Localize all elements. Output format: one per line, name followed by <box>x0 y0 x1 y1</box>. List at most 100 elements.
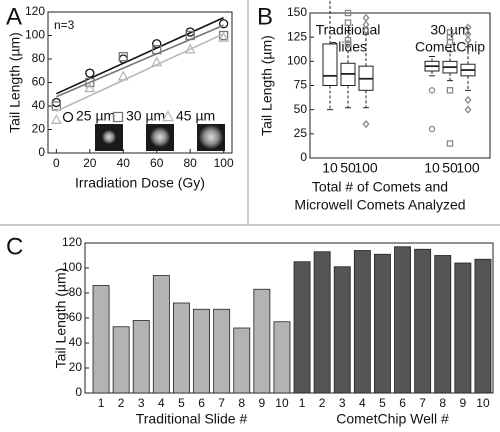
bar <box>394 246 411 394</box>
x-tick-label: 1 <box>299 396 306 410</box>
bar <box>434 255 452 394</box>
marker <box>428 125 436 133</box>
panel-label: C <box>6 233 23 260</box>
y-tick-label: 40 <box>32 98 46 112</box>
y-tick-label: 100 <box>25 28 45 42</box>
group-label: Traditional Slide # <box>136 411 248 427</box>
bar <box>253 288 271 394</box>
y-tick-label: 120 <box>25 4 45 18</box>
y-tick-label: 150 <box>287 5 307 19</box>
x-tick-label: 9 <box>460 396 467 410</box>
x-tick-label: 8 <box>439 396 446 410</box>
marker <box>85 68 95 78</box>
fit-line <box>56 24 224 98</box>
y-tick-label: 80 <box>69 285 83 299</box>
y-tick-label: 60 <box>69 310 83 324</box>
marker <box>464 95 472 105</box>
x-axis-label: Irradiation Dose (Gy) <box>75 175 205 191</box>
marker <box>161 110 175 122</box>
bar <box>92 285 110 394</box>
marker <box>428 87 436 94</box>
legend-label: 45 µm <box>176 108 215 124</box>
marker <box>112 111 124 123</box>
x-axis-label: Microwell Comets Analyzed <box>294 197 465 213</box>
bar <box>173 302 190 394</box>
y-tick-label: 0 <box>75 385 82 399</box>
x-tick-label: 5 <box>178 396 185 410</box>
bar <box>353 250 371 394</box>
x-tick-label: 7 <box>218 396 225 410</box>
y-tick-label: 60 <box>32 75 46 89</box>
group-label: CometChip Well # <box>336 411 449 427</box>
x-tick-label: 10 <box>476 396 490 410</box>
x-tick-label: 2 <box>319 396 326 410</box>
marker <box>446 140 454 147</box>
marker <box>117 70 129 81</box>
y-axis-label: Tail Length (µm) <box>7 32 23 133</box>
x-tick-label: 6 <box>198 396 205 410</box>
x-tick-label: 40 <box>117 156 131 170</box>
x-tick-label: 50 <box>442 160 458 176</box>
marker <box>151 56 163 67</box>
y-tick-label: 0 <box>38 145 45 159</box>
x-tick-label: 100 <box>214 156 234 170</box>
y-tick-label: 125 <box>287 29 307 43</box>
marker <box>84 82 96 93</box>
inset-images <box>95 124 225 151</box>
marker <box>152 39 162 49</box>
bar <box>233 327 251 394</box>
y-tick-label: 100 <box>62 260 82 274</box>
bar <box>293 261 311 394</box>
x-tick-label: 4 <box>158 396 165 410</box>
y-axis-label: Tail Length (µm) <box>53 268 69 369</box>
bar <box>313 251 331 394</box>
marker <box>118 54 128 64</box>
marker <box>118 52 128 62</box>
inset <box>102 130 116 144</box>
x-tick-label: 3 <box>138 396 145 410</box>
x-tick-label: 2 <box>118 396 125 410</box>
box <box>322 43 338 86</box>
x-tick-label: 1 <box>98 396 105 410</box>
y-tick-label: 75 <box>294 78 308 92</box>
marker <box>344 36 352 44</box>
x-tick-label: 10 <box>424 160 440 176</box>
y-tick-label: 40 <box>69 335 83 349</box>
x-tick-label: 10 <box>322 160 338 176</box>
y-tick-label: 120 <box>62 235 82 249</box>
legend-label: 30 µm <box>126 108 165 124</box>
bar <box>333 266 351 394</box>
bar <box>374 253 391 394</box>
marker <box>50 113 62 124</box>
y-tick-label: 25 <box>294 126 308 140</box>
y-tick-label: 20 <box>32 122 46 136</box>
x-tick-label: 3 <box>339 396 346 410</box>
marker <box>185 30 195 41</box>
marker <box>85 77 95 88</box>
marker <box>218 19 229 29</box>
marker <box>362 26 370 35</box>
bar <box>474 258 492 394</box>
y-tick-label: 80 <box>32 51 46 65</box>
x-tick-label: 20 <box>83 156 97 170</box>
bar <box>414 248 432 394</box>
marker <box>51 101 62 111</box>
inset <box>150 127 170 147</box>
bar <box>152 275 170 394</box>
bar <box>112 326 130 394</box>
marker <box>344 40 352 48</box>
fit-line <box>56 16 224 95</box>
marker <box>218 31 230 42</box>
x-tick-label: 6 <box>399 396 406 410</box>
y-tick-label: 20 <box>69 360 83 374</box>
x-tick-label: 8 <box>238 396 245 410</box>
marker <box>62 111 74 123</box>
y-tick-label: 50 <box>294 102 308 116</box>
x-axis-label: Total # of Comets and <box>312 179 448 195</box>
fit-line <box>56 33 224 112</box>
y-axis-label: Tail Length (µm) <box>259 35 275 136</box>
inset <box>199 125 223 149</box>
x-tick-label: 9 <box>259 396 266 410</box>
x-tick-label: 7 <box>419 396 426 410</box>
